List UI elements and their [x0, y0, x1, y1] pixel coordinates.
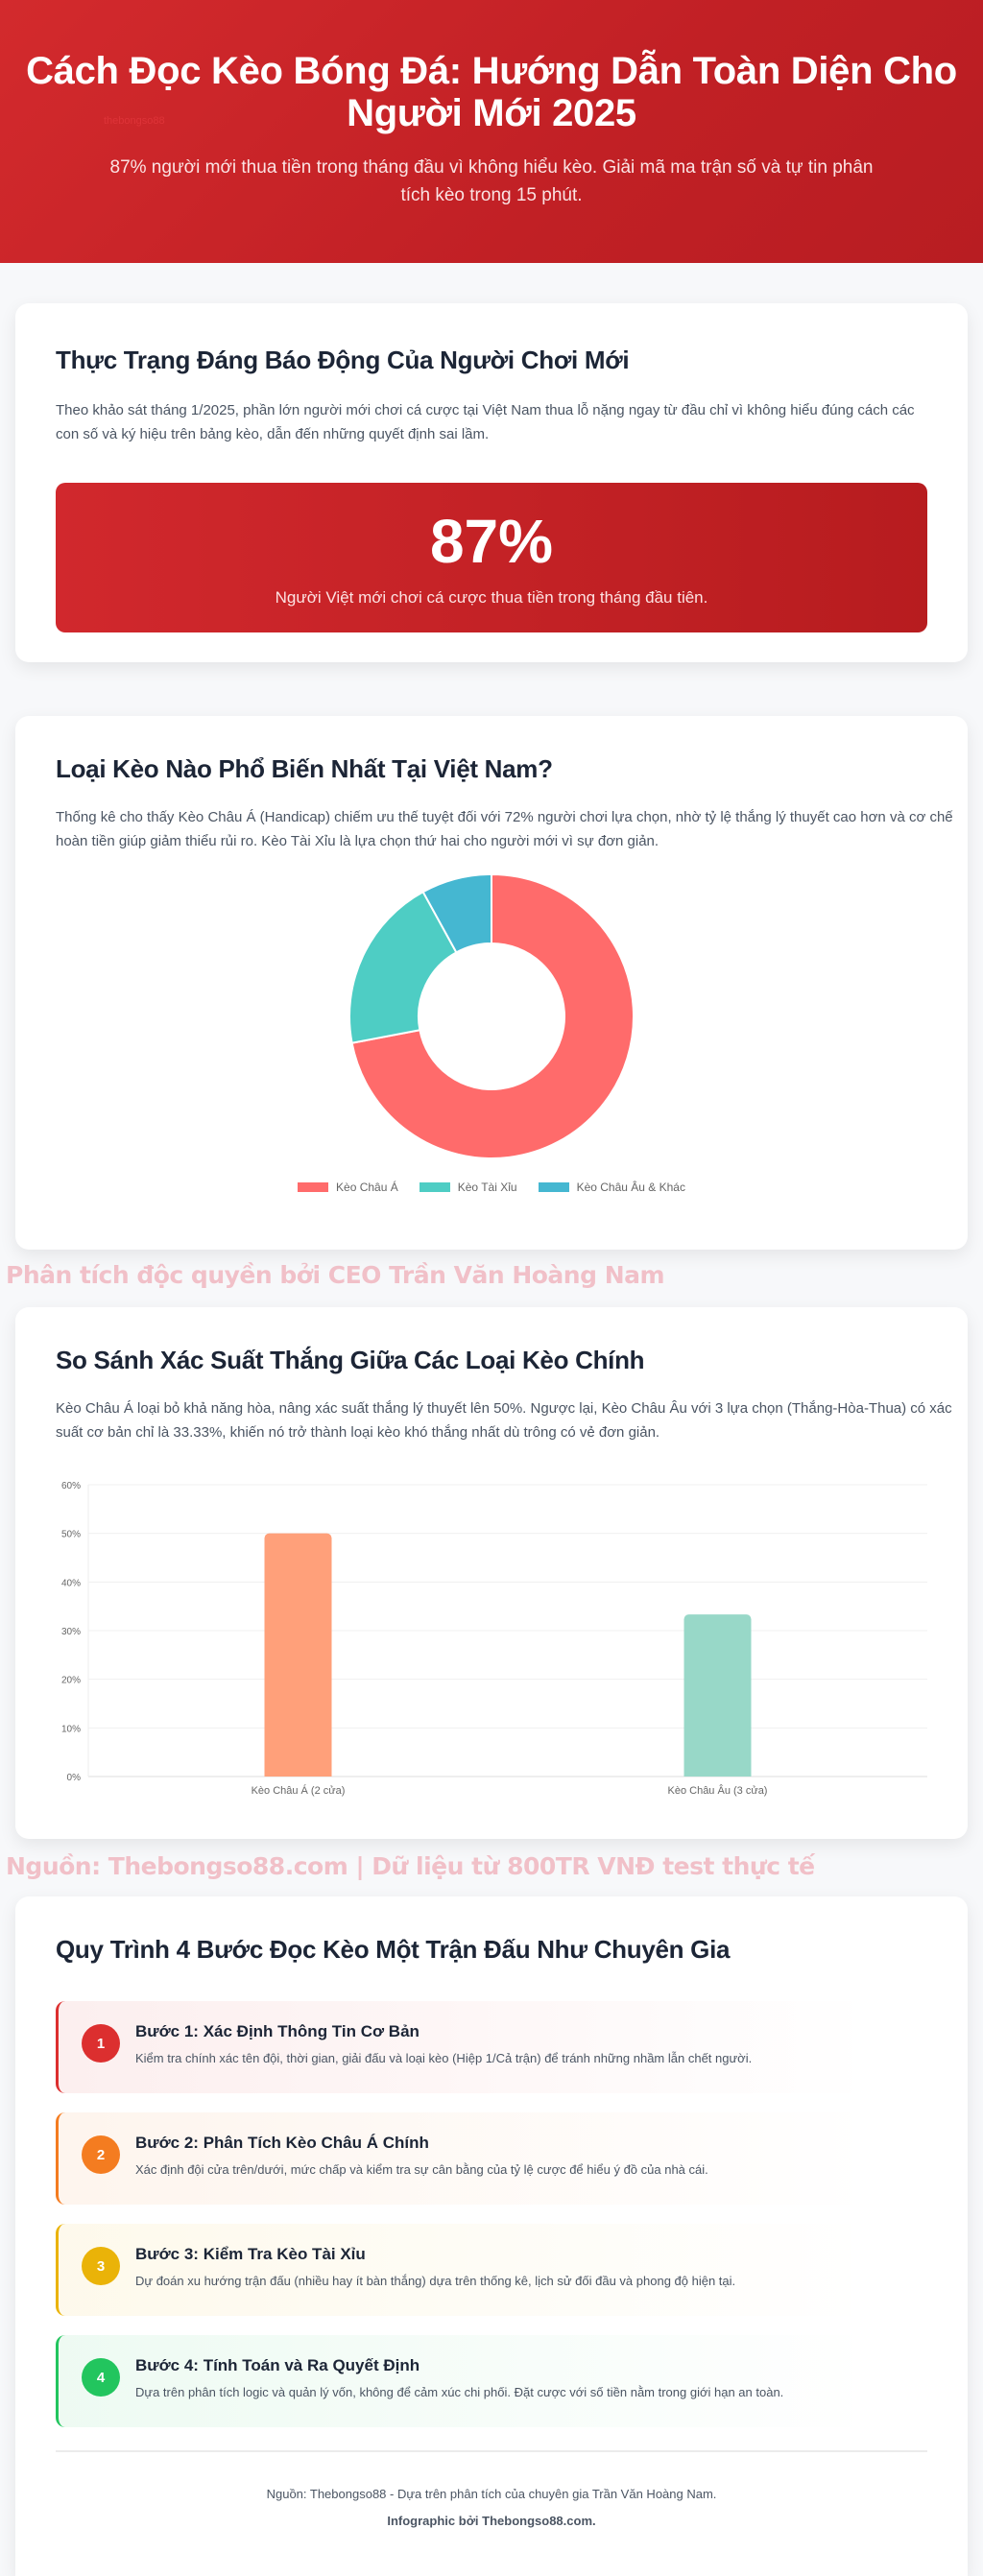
footer-credit: Infographic bởi Thebongso88.com. [387, 2514, 596, 2528]
bar-chart: 0% 10% 20% 30% 40% 50% 60% Kèo Châu Á (2 cửa) Kè… [15, 1462, 968, 1807]
section-alarming-stats: Thực Trạng Đáng Báo Động Của Người Chơi … [15, 303, 968, 662]
stat-highlight: 87% Người Việt mới chơi cá cược thua tiề… [56, 483, 927, 632]
page-title: Cách Đọc Kèo Bóng Đá: Hướng Dẫn Toàn Diệ… [26, 50, 957, 134]
stat-caption: Người Việt mới chơi cá cược thua tiền tr… [275, 588, 708, 607]
doughnut-slice[interactable] [421, 872, 492, 954]
section-win-probability: So Sánh Xác Suất Thắng Giữa Các Loại Kèo… [15, 1307, 968, 1839]
svg-text:60%: 60% [61, 1481, 81, 1491]
svg-text:0%: 0% [67, 1773, 82, 1783]
footer-source: Nguồn: Thebongso88 - Dựa trên phân tích … [266, 2487, 717, 2501]
step-number-badge: 4 [82, 2358, 120, 2397]
section-description: Theo khảo sát tháng 1/2025, phần lớn ngư… [56, 402, 915, 442]
legend-swatch [298, 1182, 329, 1192]
section-title: So Sánh Xác Suất Thắng Giữa Các Loại Kèo… [56, 1346, 645, 1374]
legend-label: Kèo Tài Xỉu [457, 1181, 517, 1194]
step-title: Bước 2: Phân Tích Kèo Châu Á Chính [135, 2134, 429, 2152]
svg-text:Kèo Châu Âu (3 cửa): Kèo Châu Âu (3 cửa) [668, 1784, 768, 1797]
section-four-steps: Quy Trình 4 Bước Đọc Kèo Một Trận Đấu Nh… [15, 1896, 968, 2576]
step-number-badge: 2 [82, 2135, 120, 2174]
step-card: 2 Bước 2: Phân Tích Kèo Châu Á Chính Xác đ… [56, 2112, 872, 2205]
svg-text:40%: 40% [61, 1578, 81, 1588]
step-title: Bước 3: Kiểm Tra Kèo Tài Xỉu [135, 2245, 366, 2263]
section-description: Kèo Châu Á loại bỏ khả năng hòa, nâng xá… [56, 1400, 952, 1441]
svg-text:50%: 50% [61, 1530, 81, 1540]
section-title: Thực Trạng Đáng Báo Động Của Người Chơi … [56, 346, 630, 374]
step-card: 1 Bước 1: Xác Định Thông Tin Cơ Bản Kiểm t… [56, 2001, 872, 2093]
ghost-logo: thebongso88 [104, 115, 165, 127]
legend-swatch [538, 1182, 569, 1192]
svg-text:30%: 30% [61, 1627, 81, 1637]
hero-banner: thebongso88 Cách Đọc Kèo Bóng Đá: Hướng … [0, 0, 983, 263]
legend-label: Kèo Châu Á [336, 1181, 398, 1194]
watermark-text: Nguồn: Thebongso88.com | Dữ liệu từ 800T… [6, 1852, 815, 1880]
divider [56, 2450, 927, 2452]
section-title: Loại Kèo Nào Phổ Biến Nhất Tại Việt Nam? [56, 754, 553, 783]
footer-note: Nguồn: Thebongso88 - Dựa trên phân tích … [56, 2481, 927, 2535]
legend-item[interactable]: Kèo Châu Âu & Khác [538, 1181, 685, 1194]
step-text: Kiểm tra chính xác tên đội, thời gian, g… [135, 2051, 753, 2065]
section-popular-bets: Loại Kèo Nào Phổ Biến Nhất Tại Việt Nam?… [15, 716, 968, 1250]
svg-text:Kèo Châu Á (2 cửa): Kèo Châu Á (2 cửa) [252, 1784, 346, 1797]
step-title: Bước 4: Tính Toán và Ra Quyết Định [135, 2356, 420, 2374]
bar[interactable] [683, 1614, 752, 1777]
bar[interactable] [264, 1533, 332, 1777]
step-text: Xác định đội cửa trên/dưới, mức chấp và … [135, 2162, 708, 2177]
step-card: 3 Bước 3: Kiểm Tra Kèo Tài Xỉu Dự đoán xu … [56, 2224, 872, 2316]
step-number-badge: 1 [82, 2024, 120, 2063]
legend-swatch [419, 1182, 450, 1192]
step-text: Dựa trên phân tích logic và quản lý vốn,… [135, 2385, 784, 2399]
section-description: Thống kê cho thấy Kèo Châu Á (Handicap) … [56, 809, 953, 849]
legend-item[interactable]: Kèo Châu Á [298, 1181, 398, 1194]
hero-subtitle: 87% người mới thua tiền trong tháng đầu … [109, 157, 874, 205]
svg-text:20%: 20% [61, 1676, 81, 1686]
doughnut-slice[interactable] [348, 890, 458, 1044]
legend-item[interactable]: Kèo Tài Xỉu [419, 1181, 517, 1194]
step-card: 4 Bước 4: Tính Toán và Ra Quyết Định Dựa t… [56, 2335, 872, 2427]
step-text: Dự đoán xu hướng trận đấu (nhiều hay ít … [135, 2274, 736, 2288]
doughnut-slice[interactable] [350, 872, 635, 1159]
steps-list: 1 Bước 1: Xác Định Thông Tin Cơ Bản Kiểm t… [56, 2001, 927, 2427]
step-number-badge: 3 [82, 2247, 120, 2285]
stat-value: 87% [429, 507, 554, 576]
chart-legend: Kèo Châu Á Kèo Tài Xỉu Kèo Châu Âu & Khác [0, 1181, 983, 1194]
section-title: Quy Trình 4 Bước Đọc Kèo Một Trận Đấu Nh… [56, 1935, 731, 1964]
step-title: Bước 1: Xác Định Thông Tin Cơ Bản [135, 2022, 420, 2040]
doughnut-chart [15, 872, 968, 1199]
watermark-text: Phân tích độc quyền bởi CEO Trần Văn Hoà… [6, 1261, 665, 1289]
legend-label: Kèo Châu Âu & Khác [576, 1181, 685, 1194]
svg-text:10%: 10% [61, 1724, 81, 1734]
